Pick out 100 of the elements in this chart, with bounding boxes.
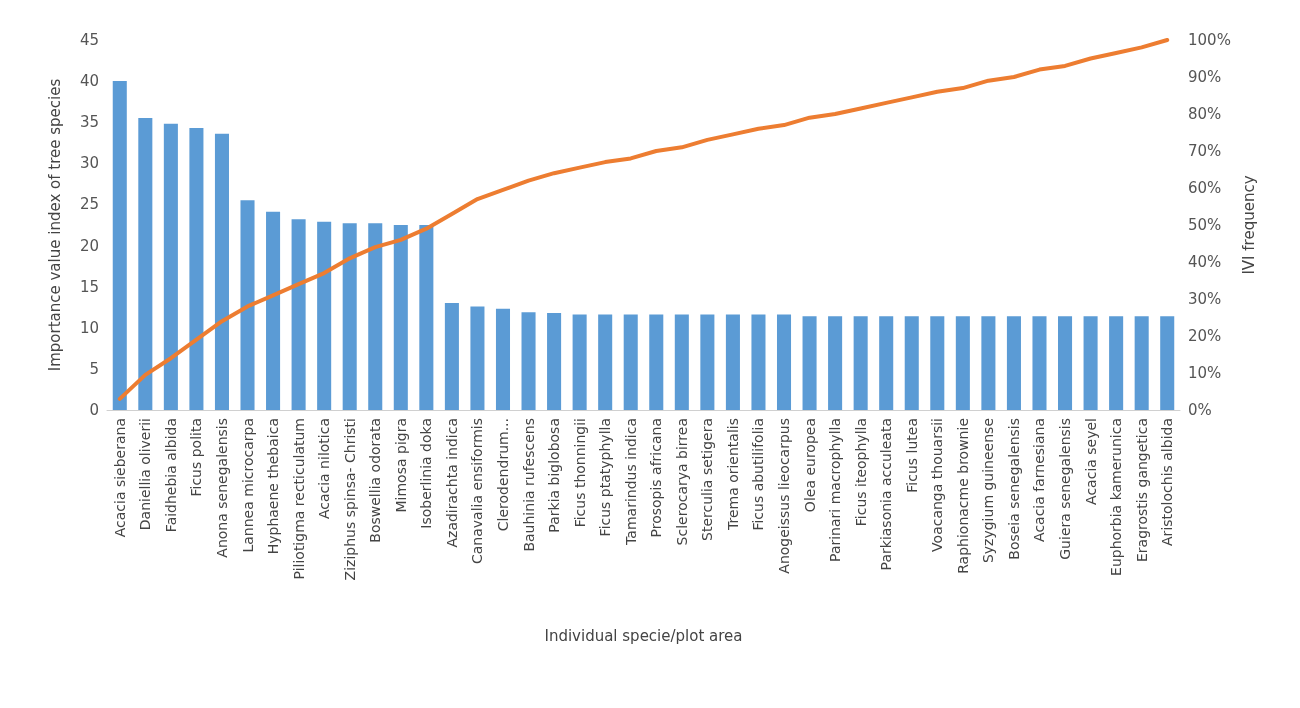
line-series: [117, 38, 1170, 401]
bar: [240, 200, 255, 410]
bar: [291, 219, 306, 410]
x-tick-label: Olea europea: [801, 418, 818, 513]
x-tick-label: Prosopis africana: [648, 418, 665, 538]
y2-tick-label: 10%: [1188, 364, 1222, 382]
y2-tick-label: 40%: [1188, 253, 1222, 271]
bar: [1058, 316, 1073, 410]
bar: [700, 314, 715, 410]
x-tick-label: Boseia senegalensis: [1005, 418, 1022, 560]
bar: [623, 314, 638, 410]
bar: [163, 123, 178, 410]
bar: [495, 308, 511, 410]
x-tick-label: Ficus polita: [188, 418, 205, 497]
y-tick-label: 0: [89, 401, 99, 419]
x-tick-label: Ficus thonningii: [571, 418, 588, 528]
bar: [930, 316, 945, 410]
bar: [1134, 316, 1149, 410]
x-tick-label: Canavalia ensiformis: [469, 418, 486, 564]
bar: [112, 81, 127, 410]
y2-tick-label: 80%: [1188, 105, 1222, 123]
x-tick-label: Eragrostis gangetica: [1133, 418, 1150, 562]
bar: [725, 314, 740, 410]
y2-tick-label: 0%: [1188, 401, 1212, 419]
x-tick-label: Euphorbia kamerunica: [1108, 418, 1125, 576]
bar: [368, 223, 383, 410]
bar: [751, 314, 766, 410]
x-tick-label: Azadirachta indica: [443, 418, 460, 548]
bar: [1006, 316, 1021, 410]
y2-tick-label: 70%: [1188, 142, 1222, 160]
y-tick-label: 5: [89, 359, 99, 378]
bar: [444, 303, 459, 410]
x-tick-label: Acacia farnesiana: [1031, 418, 1048, 542]
bar: [214, 133, 229, 410]
x-tick-label: Sclerocarya birrea: [673, 418, 690, 546]
y-tick-label: 10: [79, 318, 99, 337]
bar: [1109, 316, 1124, 410]
bar: [1032, 316, 1047, 410]
bar: [317, 221, 332, 410]
y2-tick-label: 30%: [1188, 290, 1222, 308]
y-tick-label: 40: [79, 72, 99, 91]
y-tick-label: 35: [79, 113, 99, 132]
y-tick-label: 45: [79, 31, 99, 49]
bar: [1160, 316, 1175, 410]
y-tick-label: 30: [79, 154, 99, 173]
bar: [572, 314, 587, 410]
y-axis-title: Importance value index of tree species: [45, 78, 64, 372]
x-tick-label: Sterculia setigera: [699, 418, 716, 541]
bar: [1083, 316, 1098, 410]
y2-axis-title: IVI frequency: [1240, 175, 1259, 275]
x-tick-label: Lannea microcarpa: [239, 418, 256, 553]
x-tick-label: Ficus iteophylla: [852, 418, 869, 527]
bar: [393, 225, 408, 410]
bar: [547, 312, 562, 410]
x-tick-label: Faidhebia albida: [162, 418, 179, 533]
x-tick-label: Isoberlinia doka: [418, 418, 435, 529]
x-tick-label: Clerodendrum...: [494, 418, 511, 532]
x-tick-label: Raphionacme brownie: [954, 418, 971, 574]
y2-tick-label: 20%: [1188, 327, 1222, 345]
x-tick-label: Acacia seyel: [1082, 418, 1099, 505]
x-tick-label: Parkia biglobosa: [546, 418, 563, 533]
x-tick-label: Boswellia odorata: [367, 418, 384, 543]
x-tick-label: Tamarindus indica: [622, 418, 639, 546]
y2-tick-label: 90%: [1188, 68, 1222, 86]
x-tick-label: Acacia sieberana: [111, 418, 128, 538]
bar: [776, 314, 792, 410]
x-axis-title: Individual specie/plot area: [544, 626, 743, 645]
bar: [342, 223, 357, 410]
y2-tick-label: 100%: [1188, 31, 1231, 49]
bar: [419, 225, 434, 410]
bar: [955, 316, 970, 410]
x-tick-label: Voacanga thouarsii: [929, 418, 946, 552]
bar: [649, 314, 664, 410]
x-tick-label: Hyphaene thebaica: [265, 418, 282, 555]
bar: [853, 316, 868, 410]
bar: [521, 312, 536, 410]
bar: [879, 316, 894, 410]
x-tick-label: Mimosa pigra: [392, 418, 409, 513]
x-tick-label: Ficus ptatyphylla: [597, 418, 614, 537]
bar: [981, 316, 996, 410]
x-tick-label: Ziziphus spinsa- Christi: [341, 418, 358, 581]
x-tick-label: Anogeissus lieocarpus: [776, 418, 793, 574]
x-tick-label: Parinari macrophylla: [827, 418, 844, 562]
y2-tick-label: 50%: [1188, 216, 1222, 234]
bar: [598, 314, 613, 410]
x-tick-label: Trema orientalis: [724, 418, 741, 532]
y-tick-label: 25: [79, 195, 99, 214]
bar: [266, 211, 281, 410]
y-tick-label: 20: [79, 236, 99, 255]
bar: [470, 306, 485, 410]
x-tick-label: Ficus abutilifolia: [750, 418, 767, 531]
x-tick-label: Guiera senegalensis: [1057, 418, 1074, 560]
y2-tick-label: 60%: [1188, 179, 1222, 197]
bar: [802, 316, 817, 410]
bar: [189, 127, 204, 410]
x-tick-label: Bauhinia rufescens: [520, 418, 537, 552]
x-tick-label: Ficus lutea: [903, 418, 920, 493]
bar: [904, 316, 919, 410]
bar: [828, 316, 843, 410]
x-tick-label: Parkiasonia acculeata: [878, 418, 895, 571]
